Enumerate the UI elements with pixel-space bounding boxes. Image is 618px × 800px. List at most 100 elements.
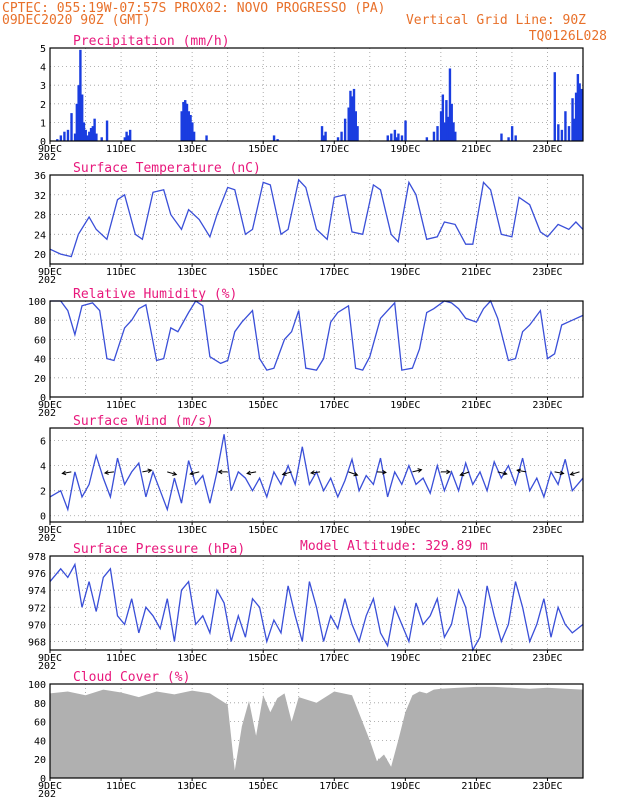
wind-arrow-head: [103, 470, 109, 475]
x-tick-label: 13DEC: [177, 525, 207, 536]
panel-title: Surface Temperature (nC): [73, 161, 261, 176]
precip-bar: [580, 88, 583, 141]
x-tick-label: 23DEC: [532, 525, 562, 536]
y-tick-label: 976: [28, 569, 46, 580]
x-tick-label: 13DEC: [177, 653, 207, 664]
y-tick-label: 24: [34, 230, 46, 241]
y-tick-label: 100: [28, 680, 46, 691]
y-tick-label: 20: [34, 755, 46, 766]
y-tick-label: 970: [28, 620, 46, 631]
precip-bar: [446, 116, 450, 141]
precip-bar: [397, 133, 400, 141]
panel-frame: [49, 174, 584, 265]
wind-arrow: [282, 471, 292, 476]
x-tick-label: 9DEC: [38, 267, 62, 278]
x-tick-label: 11DEC: [106, 144, 136, 155]
panel-title: Surface Pressure (hPa): [73, 542, 245, 557]
precip-bar: [70, 113, 73, 141]
precip-bar: [500, 133, 503, 141]
panel-frame: [49, 683, 584, 779]
y-tick-label: 80: [34, 699, 46, 710]
precip-bar: [436, 126, 439, 141]
x-tick-label: 15DEC: [248, 144, 278, 155]
panel-title: Surface Wind (m/s): [73, 414, 214, 429]
precip-bar: [347, 107, 350, 141]
y-tick-label: 40: [34, 355, 46, 366]
wind-arrow: [104, 471, 115, 474]
precip-bar: [125, 131, 128, 141]
precip-bar: [386, 135, 389, 141]
y-tick-label: 978: [28, 552, 46, 563]
wind-arrow-head: [172, 471, 178, 476]
wind-arrow-head: [310, 470, 315, 475]
precip-bar: [352, 88, 356, 141]
x-tick-label: 17DEC: [319, 144, 349, 155]
x-tick-label: 21DEC: [461, 653, 491, 664]
precip-bar: [432, 131, 436, 141]
y-tick-label: 4: [40, 63, 46, 74]
x-tick-label: 11DEC: [106, 525, 136, 536]
panel-frame: [49, 555, 584, 651]
x-tick-label: 23DEC: [532, 653, 562, 664]
wind-arrow: [310, 471, 321, 474]
precip-bar: [390, 133, 393, 141]
precip-bar: [439, 111, 443, 141]
panel-frame: [49, 427, 584, 523]
precip-bar: [445, 100, 448, 141]
y-tick-label: 32: [34, 191, 46, 202]
panel-4: 0 2 4 6 9DEC 11DEC 13DEC 15DEC 17DEC 19DEC 21DEC 23…: [38, 414, 584, 544]
x-tick-label: 15DEC: [248, 781, 278, 792]
panel-1: 0 1 2 3 4 5 9DEC 11DEC 13DEC 15DEC 17DEC 19DEC 21DEC…: [38, 34, 584, 163]
precip-bar: [336, 137, 340, 141]
precip-bar: [276, 139, 279, 141]
wind-arrow: [167, 471, 177, 476]
x-tick-label: 13DEC: [177, 267, 207, 278]
precip-bar: [507, 137, 510, 141]
x-tick-label: 9DEC: [38, 525, 62, 536]
wind-arrow-head: [217, 469, 223, 475]
wind-arrow-head: [417, 468, 423, 473]
series-line: [49, 562, 584, 652]
precip-bar: [578, 83, 581, 141]
precip-bar: [82, 122, 86, 141]
precip-bar: [205, 135, 208, 141]
x-year-fragment: 202: [38, 789, 56, 800]
wind-arrow-head: [61, 470, 67, 476]
wind-arrow-head: [559, 470, 565, 476]
wind-arrow: [554, 471, 564, 474]
precip-bar: [324, 131, 327, 141]
x-tick-label: 19DEC: [390, 781, 420, 792]
x-tick-label: 9DEC: [38, 653, 62, 664]
precip-bar: [356, 126, 359, 141]
precip-bar: [395, 137, 398, 141]
model-altitude: Model Altitude: 329.89 m: [300, 539, 488, 554]
precip-bar: [84, 129, 87, 141]
x-tick-label: 21DEC: [461, 267, 491, 278]
x-tick-label: 15DEC: [248, 653, 278, 664]
precip-bar: [443, 122, 446, 141]
x-tick-label: 21DEC: [461, 525, 491, 536]
y-tick-label: 968: [28, 637, 46, 648]
header-model-code: TQ0126L028: [529, 29, 607, 44]
precip-bar: [59, 135, 63, 141]
x-tick-label: 19DEC: [390, 653, 420, 664]
x-year-fragment: 202: [38, 533, 56, 544]
x-tick-label: 13DEC: [177, 400, 207, 411]
x-tick-label: 13DEC: [177, 144, 207, 155]
precip-bar: [567, 126, 571, 141]
wind-arrow: [376, 471, 386, 473]
precip-bar: [75, 103, 79, 141]
wind-arrow: [517, 469, 527, 473]
x-tick-label: 11DEC: [106, 653, 136, 664]
x-tick-label: 13DEC: [177, 781, 207, 792]
panel-2: 20 24 28 32 36 9DEC 11DEC 13DEC 15DEC 17DEC 19DEC 2…: [34, 161, 584, 286]
precip-bar: [573, 118, 576, 141]
x-tick-label: 17DEC: [319, 781, 349, 792]
x-tick-label: 17DEC: [319, 267, 349, 278]
precip-bar: [182, 101, 185, 141]
precip-bar: [441, 94, 445, 141]
series-line: [50, 299, 584, 371]
precip-bar: [127, 135, 130, 141]
precip-bar: [454, 131, 457, 141]
precip-bar: [320, 126, 324, 141]
